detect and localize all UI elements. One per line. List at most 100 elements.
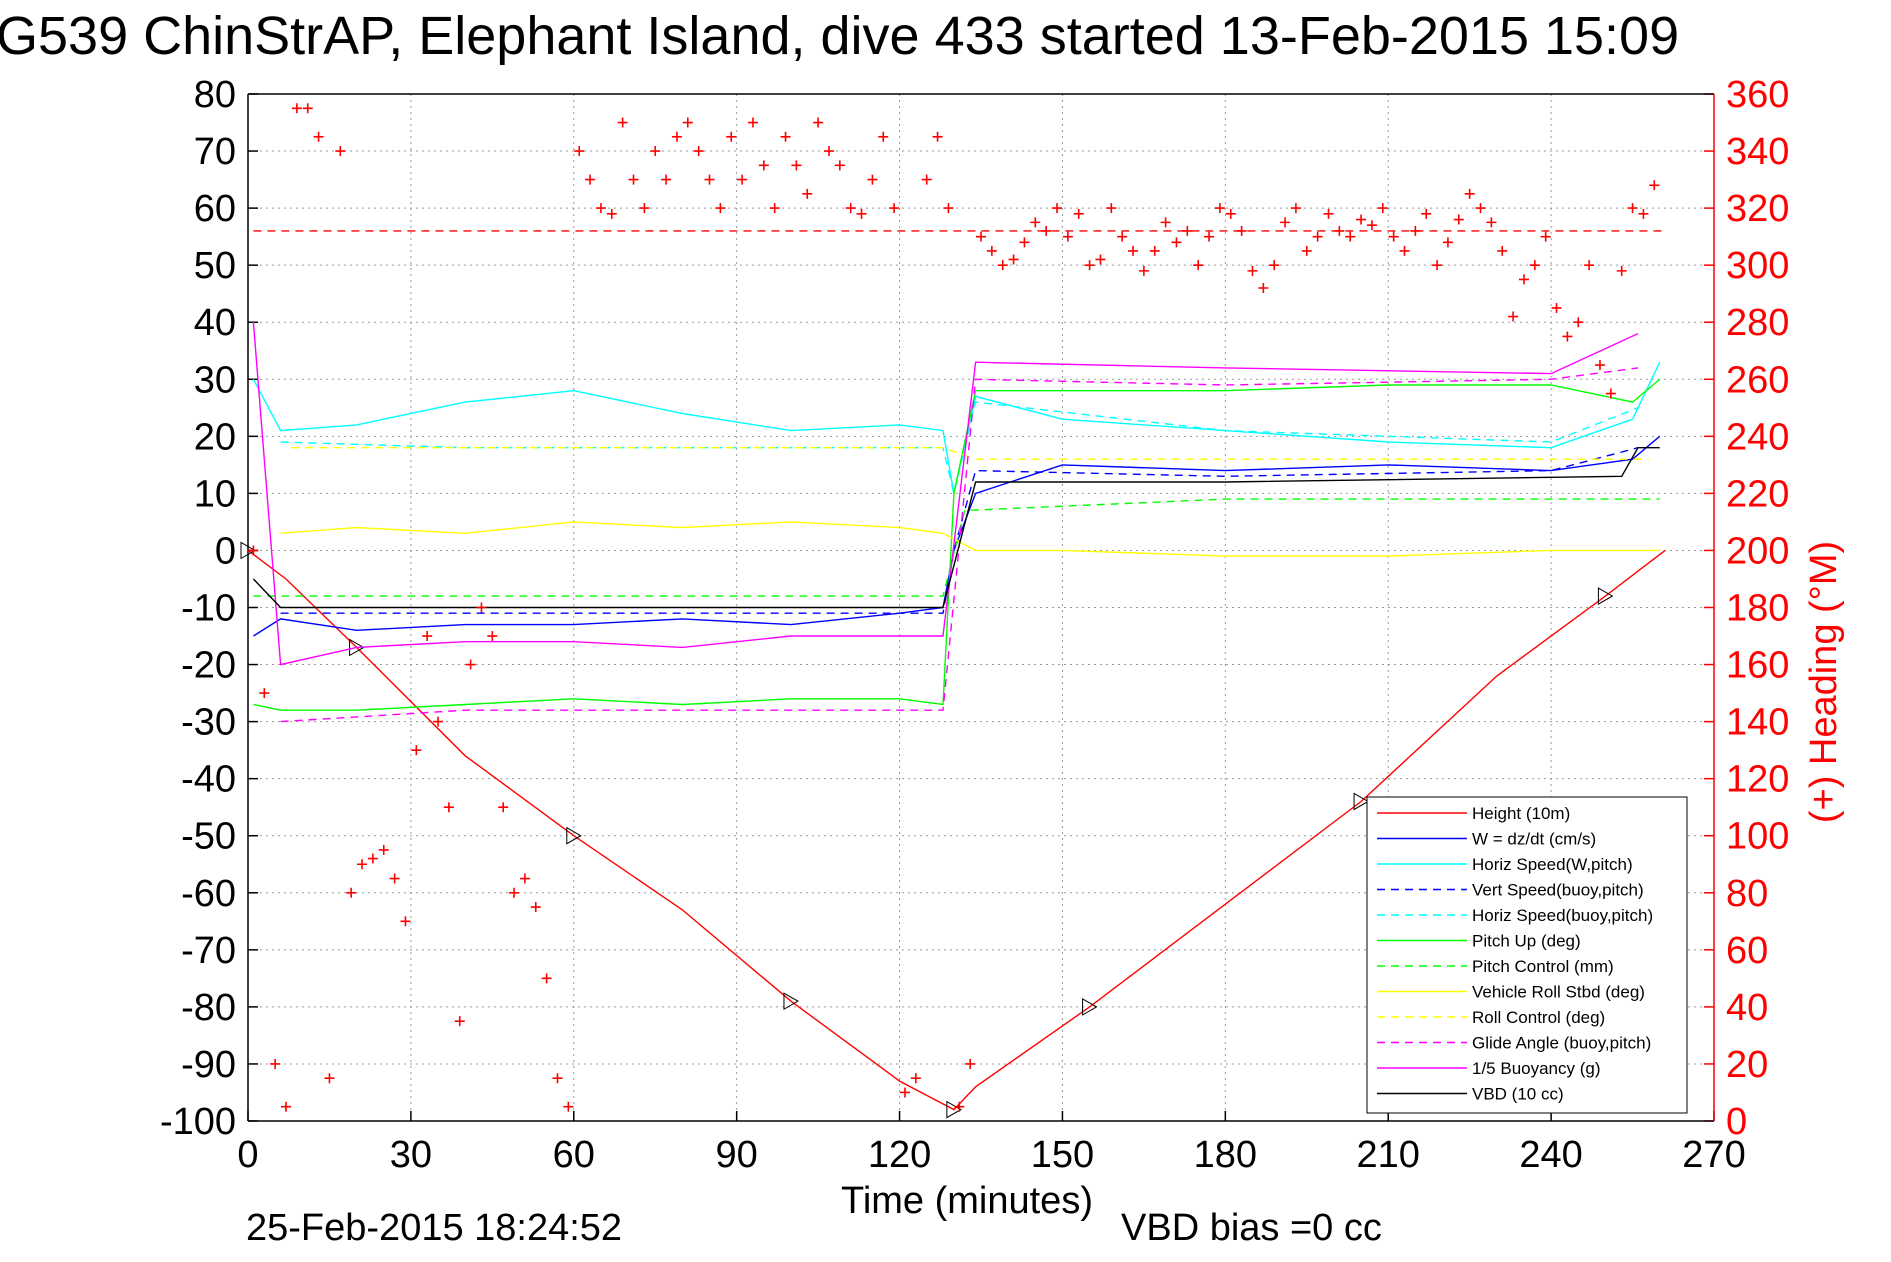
heading-point [1334,225,1345,236]
y-tick-label: -10 [181,588,236,630]
heading-point [867,174,878,185]
legend-label: Vert Speed(buoy,pitch) [1472,881,1644,900]
heading-point [758,160,769,171]
heading-point [682,117,693,128]
heading-point [1518,274,1529,285]
heading-point [639,203,650,214]
legend-label: Horiz Speed(W,pitch) [1472,855,1633,874]
chart-title: G539 ChinStrAP, Elephant Island, dive 43… [0,6,1679,66]
heading-point [519,873,530,884]
heading-point [259,688,270,699]
heading-point [476,602,487,613]
y2-tick-label: 280 [1726,302,1789,344]
plot-area: 0 30 60 90 120 150 180 210 240 270-100-90-80-70-6… [160,74,1789,1176]
heading-point [1464,188,1475,199]
heading-point [563,1101,574,1112]
heading-point [411,745,422,756]
heading-point [715,203,726,214]
legend-box [1366,796,1688,1114]
series-line [280,447,1639,614]
heading-point [834,160,845,171]
heading-point [1019,237,1030,248]
y-tick-label: -90 [181,1044,236,1086]
heading-point [346,887,357,898]
height-marker [1082,998,1098,1016]
heading-point [400,916,411,927]
heading-point [617,117,628,128]
legend-label: VBD (10 cc) [1472,1085,1564,1104]
heading-point [1247,265,1258,276]
height-marker [566,826,582,845]
x-tick-label: 90 [716,1134,758,1176]
heading-point [1475,203,1486,214]
y-tick-label: -50 [181,816,236,858]
series-10 [252,322,1639,666]
series-0 [240,541,1666,1119]
heading-point [1356,214,1367,225]
y-tick-label: 0 [215,530,236,572]
series-line [253,378,1661,711]
heading-point [1073,208,1084,219]
heading-point [1095,254,1106,265]
heading-point [910,1073,921,1084]
y-tick-label: -60 [181,873,236,915]
y-tick-label: -70 [181,930,236,972]
heading-point [1193,260,1204,271]
heading-point [1204,231,1215,242]
heading-point [1540,231,1551,242]
y2-tick-label: 140 [1726,702,1789,744]
heading-point [1345,231,1356,242]
heading-point [378,844,389,855]
heading-point [802,188,813,199]
heading-point [1529,260,1540,271]
x-tick-label: 0 [237,1134,258,1176]
y2-tick-label: 300 [1726,245,1789,287]
heading-point [747,117,758,128]
heading-point [443,802,454,813]
legend-label: Height (10m) [1472,804,1570,823]
y2-tick-label: 340 [1726,131,1789,173]
timestamp-footer: 25-Feb-2015 18:24:52 [246,1207,622,1249]
heading-point [302,103,313,114]
heading-point [1280,217,1291,228]
legend-label: Horiz Speed(buoy,pitch) [1472,906,1653,925]
heading-point [1128,245,1139,256]
heading-point [1627,203,1638,214]
x-tick-label: 150 [1031,1134,1094,1176]
heading-point [1410,225,1421,236]
heading-point [454,1016,465,1027]
heading-point [1138,265,1149,276]
heading-point [856,208,867,219]
y2-tick-label: 0 [1726,1101,1747,1143]
x-tick-label: 30 [390,1134,432,1176]
series-line [252,322,1639,666]
heading-point [324,1073,335,1084]
heading-point [889,203,900,214]
y-tick-label: -100 [160,1101,236,1143]
heading-point [433,716,444,727]
heading-point [1171,237,1182,248]
heading-point [650,146,661,157]
heading-point [1106,203,1117,214]
heading-point [693,146,704,157]
heading-point [1605,388,1616,399]
heading-point [498,802,509,813]
legend-label: Roll Control (deg) [1472,1008,1605,1027]
heading-point [1052,203,1063,214]
heading-point [1388,231,1399,242]
y2-tick-label: 260 [1726,359,1789,401]
heading-point [248,545,259,556]
heading-point [1497,245,1508,256]
heading-point [465,659,476,670]
heading-point [606,208,617,219]
heading-point [1638,208,1649,219]
heading-point [943,203,954,214]
legend-label: Pitch Up (deg) [1472,932,1581,951]
y-tick-label: 20 [194,416,236,458]
y-tick-label: 70 [194,131,236,173]
y-tick-label: -30 [181,702,236,744]
y-tick-label: 40 [194,302,236,344]
heading-point [487,631,498,642]
series-6 [253,498,1660,597]
legend-label: Glide Angle (buoy,pitch) [1472,1034,1651,1053]
